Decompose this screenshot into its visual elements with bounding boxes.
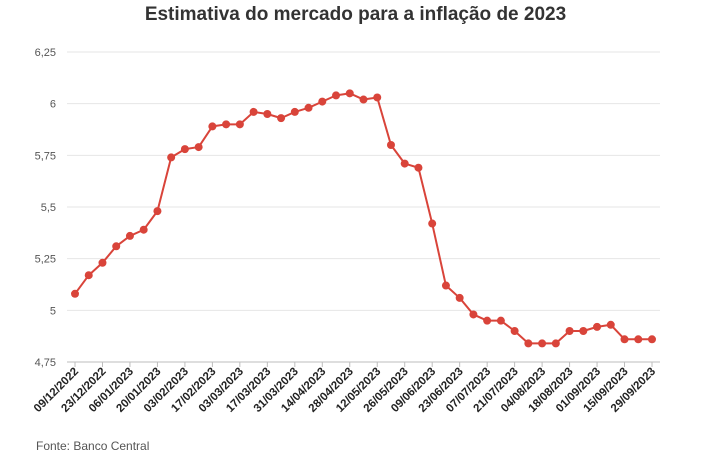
- data-point[interactable]: [483, 316, 492, 325]
- data-point[interactable]: [98, 258, 107, 267]
- y-tick-label: 5,75: [35, 150, 56, 162]
- data-point[interactable]: [428, 219, 437, 228]
- data-point[interactable]: [180, 145, 189, 154]
- y-tick-label: 5,25: [35, 254, 56, 266]
- data-point[interactable]: [414, 163, 423, 172]
- data-point[interactable]: [579, 327, 588, 335]
- x-tick-labels: 09/12/202223/12/202206/01/202320/01/2023…: [32, 366, 658, 415]
- data-point[interactable]: [469, 310, 478, 319]
- data-point[interactable]: [455, 293, 464, 302]
- grid-lines: [67, 51, 660, 311]
- axes: [67, 361, 660, 367]
- data-point[interactable]: [634, 335, 643, 344]
- data-point[interactable]: [510, 327, 519, 335]
- y-tick-label: 4,75: [35, 357, 56, 369]
- data-point[interactable]: [304, 103, 313, 112]
- data-point[interactable]: [139, 225, 148, 234]
- y-tick-label: 5,5: [41, 202, 56, 214]
- data-point[interactable]: [359, 95, 368, 104]
- data-point[interactable]: [194, 143, 203, 152]
- data-point[interactable]: [551, 339, 560, 348]
- data-point[interactable]: [222, 120, 231, 129]
- data-point[interactable]: [373, 93, 382, 102]
- data-point[interactable]: [496, 316, 505, 325]
- y-tick-label: 6: [50, 99, 56, 111]
- data-point[interactable]: [593, 322, 602, 331]
- data-point[interactable]: [153, 207, 162, 216]
- y-tick-label: 6,25: [35, 47, 56, 59]
- data-point[interactable]: [386, 141, 395, 149]
- data-point[interactable]: [84, 271, 93, 280]
- data-point[interactable]: [441, 281, 450, 290]
- data-point[interactable]: [125, 231, 134, 240]
- data-point[interactable]: [524, 339, 533, 348]
- data-point[interactable]: [345, 89, 354, 98]
- data-point[interactable]: [235, 120, 244, 129]
- data-point[interactable]: [167, 153, 176, 162]
- data-point[interactable]: [263, 110, 272, 118]
- data-point[interactable]: [112, 242, 121, 251]
- data-point[interactable]: [290, 107, 299, 116]
- series-points: [71, 89, 656, 348]
- data-point[interactable]: [620, 335, 629, 344]
- data-point[interactable]: [400, 159, 409, 168]
- data-point[interactable]: [277, 114, 286, 123]
- y-tick-labels: 4,75 5 5,25 5,5 5,75 6 6,25: [35, 47, 56, 369]
- data-point[interactable]: [318, 97, 327, 106]
- source-note: Fonte: Banco Central: [36, 439, 150, 453]
- data-point[interactable]: [249, 107, 258, 116]
- data-point[interactable]: [565, 327, 574, 335]
- y-tick-label: 5: [50, 305, 56, 317]
- series-line: [74, 92, 652, 345]
- data-point[interactable]: [71, 289, 79, 298]
- series-line-layer: [74, 92, 652, 345]
- data-point[interactable]: [332, 91, 341, 100]
- data-point[interactable]: [208, 122, 217, 131]
- data-point[interactable]: [538, 339, 547, 348]
- data-point[interactable]: [648, 335, 656, 344]
- chart-title: Estimativa do mercado para a inflação de…: [144, 4, 567, 25]
- data-point[interactable]: [606, 320, 615, 329]
